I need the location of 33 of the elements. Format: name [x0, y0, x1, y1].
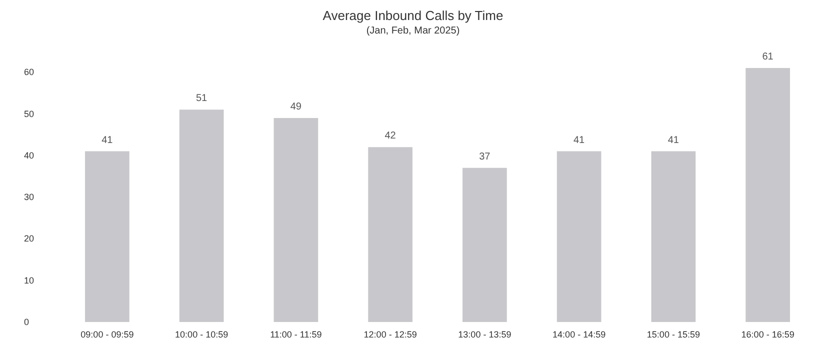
bar [179, 110, 224, 322]
x-tick-label: 12:00 - 12:59 [364, 330, 417, 340]
data-label: 42 [384, 130, 396, 142]
y-tick-label: 30 [24, 192, 34, 202]
bar [651, 151, 696, 322]
bar [746, 68, 790, 322]
data-label: 41 [574, 134, 586, 146]
bar [462, 168, 507, 322]
bar [274, 118, 318, 322]
x-tick-label: 09:00 - 09:59 [80, 330, 134, 340]
y-tick-label: 60 [24, 67, 34, 78]
x-tick-label: 14:00 - 14:59 [552, 330, 606, 340]
data-label: 37 [479, 151, 491, 162]
y-tick-label: 40 [24, 150, 34, 160]
data-label: 41 [102, 134, 114, 146]
bar [556, 151, 602, 322]
x-tick-label: 13:00 - 13:59 [458, 330, 512, 340]
data-label: 61 [762, 52, 774, 62]
bar [85, 151, 130, 322]
chart-subtitle: (Jan, Feb, Mar 2025) [366, 26, 460, 36]
data-label: 49 [290, 101, 302, 112]
y-tick-label: 20 [24, 234, 34, 244]
x-tick-label: 11:00 - 11:59 [270, 330, 322, 340]
chart-title: Average Inbound Calls by Time [322, 8, 504, 23]
bar [368, 147, 412, 322]
x-tick-label: 16:00 - 16:59 [741, 330, 794, 340]
data-label: 41 [668, 134, 680, 146]
data-label: 51 [196, 93, 208, 104]
y-tick-label: 10 [24, 275, 34, 286]
y-tick-label: 50 [24, 108, 34, 119]
x-tick-label: 10:00 - 10:59 [175, 330, 228, 340]
y-tick-label: 0 [24, 317, 30, 327]
x-tick-label: 15:00 - 15:59 [646, 330, 700, 340]
